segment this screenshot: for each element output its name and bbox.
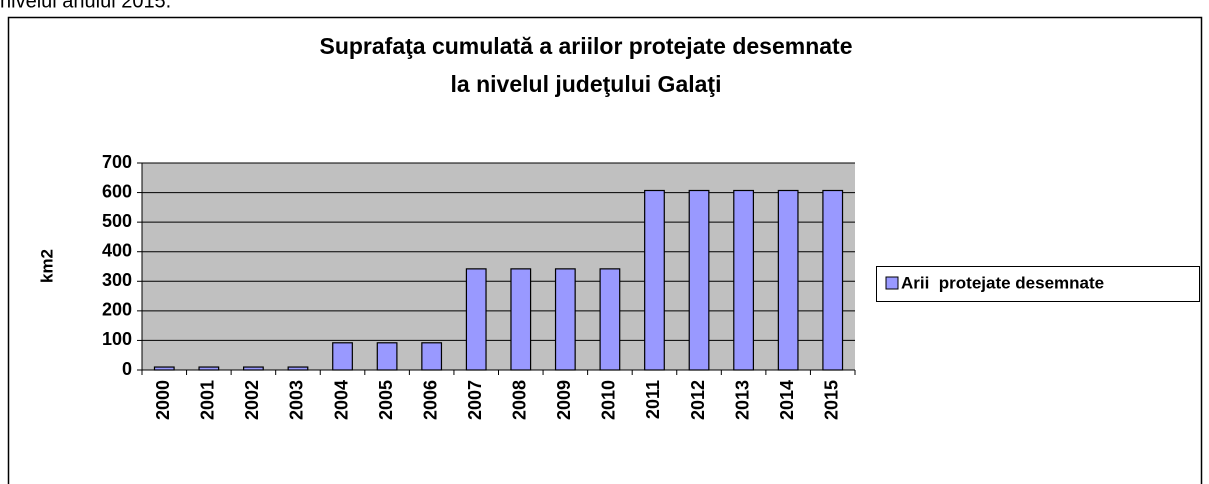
x-tick-label: 2000 [153,380,173,420]
x-tick-label: 2005 [376,380,396,420]
bar [243,366,264,371]
x-tick-label: 2004 [331,380,351,420]
y-axis-label: km2 [37,249,56,283]
x-tick-label: 2003 [287,380,307,420]
chart-title: la nivelul judeţului Galaţi [451,71,722,97]
bar [287,366,309,371]
x-tick-label: 2012 [688,380,708,420]
bar [198,366,220,371]
bar [465,268,487,371]
bar [777,189,799,371]
x-tick-label: 2014 [777,380,797,420]
x-tick-label: 2010 [599,380,619,420]
y-tick-label: 600 [102,181,132,201]
y-tick-label: 300 [102,270,132,290]
intro-text: nivelul anului 2015. [0,0,171,12]
bar [822,189,844,371]
bar [688,189,710,371]
bar [332,342,353,371]
x-tick-label: 2007 [465,380,485,420]
bar [733,189,754,371]
bar [376,342,398,371]
chart-title: Suprafaţa cumulată a ariilor protejate d… [319,33,852,59]
bar [644,189,665,371]
legend-swatch [885,276,899,290]
x-tick-label: 2009 [554,380,574,420]
bar [554,268,576,371]
x-tick-label: 2013 [732,380,752,420]
y-tick-label: 200 [102,300,132,320]
bar [153,366,175,371]
bar [510,268,532,371]
x-tick-label: 2006 [420,380,440,420]
x-tick-label: 2001 [198,380,218,420]
legend-box [876,266,1200,302]
y-tick-label: 0 [122,359,132,379]
x-tick-label: 2008 [510,380,530,420]
y-tick-label: 700 [102,152,132,172]
y-tick-label: 400 [102,240,132,260]
x-tick-label: 2011 [643,380,663,419]
bar [599,268,621,371]
x-tick-label: 2015 [821,380,841,420]
bar [421,342,443,371]
y-tick-label: 500 [102,211,132,231]
x-tick-label: 2002 [242,380,262,420]
legend-label: Arii protejate desemnate [901,273,1104,292]
y-tick-label: 100 [102,329,132,349]
